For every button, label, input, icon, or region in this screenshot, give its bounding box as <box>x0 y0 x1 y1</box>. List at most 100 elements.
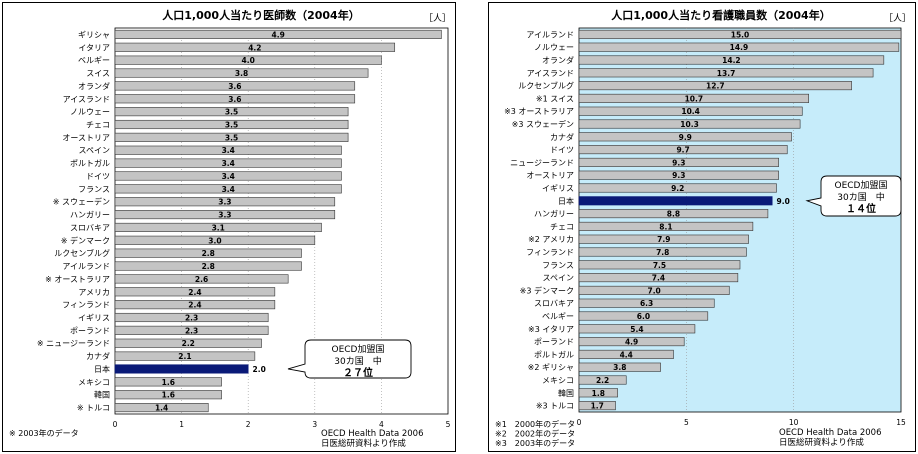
value-label: 12.7 <box>706 82 725 91</box>
value-label: 3.5 <box>225 133 238 142</box>
chart-title: 人口1,000人当たり医師数（2004年） <box>162 8 359 22</box>
bar <box>114 325 269 335</box>
category-label: ドイツ <box>86 172 110 181</box>
category-label: ※ オーストラリア <box>45 275 110 284</box>
value-label: 1.7 <box>591 402 604 411</box>
bar <box>578 183 777 193</box>
value-label: 2.1 <box>178 352 191 361</box>
value-label: 9.7 <box>676 146 689 155</box>
bar-japan <box>578 196 773 206</box>
category-label: ハンガリー <box>534 209 574 219</box>
category-label: 韓国 <box>94 390 110 400</box>
category-label: ※1 スイス <box>536 94 574 103</box>
value-label: 3.8 <box>613 363 626 372</box>
bar <box>578 209 769 219</box>
value-label: 4.0 <box>242 56 255 65</box>
footnote: ※ 2003年のデータ <box>9 428 79 438</box>
bar <box>578 362 661 372</box>
value-label: 4.9 <box>272 30 285 39</box>
value-label: 1.6 <box>162 378 175 387</box>
category-label: ※ スウェーデン <box>53 197 110 207</box>
bar <box>114 210 336 220</box>
category-label: イタリア <box>78 43 110 52</box>
bar <box>114 222 322 232</box>
category-label: フィンランド <box>526 248 574 257</box>
x-tick-label: 0 <box>113 420 118 429</box>
plot-area <box>578 27 902 413</box>
bar <box>114 145 342 155</box>
unit-label: ［人］ <box>884 13 911 24</box>
value-label: 4.2 <box>248 43 261 52</box>
value-label: 3.4 <box>222 159 235 168</box>
category-label: メキシコ <box>78 378 110 387</box>
category-label: ※2 ギリシャ <box>528 363 574 372</box>
bar <box>578 324 696 334</box>
bar <box>114 132 349 142</box>
bar <box>114 235 316 245</box>
category-label: スペイン <box>79 146 110 155</box>
category-label: ギリシャ <box>78 30 110 39</box>
category-label: スロバキア <box>534 299 574 308</box>
bar <box>578 388 618 398</box>
value-label: 4.4 <box>620 350 633 359</box>
x-tick-label: 5 <box>684 418 689 427</box>
value-label: 9.9 <box>679 133 692 142</box>
category-label: ※ トルコ <box>77 404 110 413</box>
value-label: 3.8 <box>235 69 248 78</box>
value-label: 3.4 <box>222 172 235 181</box>
callout-line: 30カ国 中 <box>837 191 884 203</box>
category-label: ※ デンマーク <box>61 235 110 245</box>
category-label: ※3 オーストラリア <box>504 107 574 116</box>
value-label: 3.5 <box>225 108 238 117</box>
x-tick-label: 10 <box>789 418 799 427</box>
bar <box>578 106 803 116</box>
category-label: オランダ <box>78 81 110 91</box>
bar <box>114 300 276 310</box>
value-label: 3.5 <box>225 121 238 130</box>
bar <box>578 375 627 385</box>
bar <box>578 298 715 308</box>
value-label: 9.3 <box>672 158 685 167</box>
category-label: カナダ <box>86 351 110 361</box>
bar <box>114 94 356 104</box>
category-label: ポルトガル <box>534 349 574 359</box>
value-label: 9.2 <box>671 184 684 193</box>
bar <box>578 42 900 52</box>
callout-line: １４位 <box>846 202 876 215</box>
value-label: 2.8 <box>202 262 215 271</box>
value-label: 2.2 <box>596 376 609 385</box>
category-label: ※3 トルコ <box>536 402 574 411</box>
category-label: ※2 アメリカ <box>528 235 574 244</box>
category-label: 日本 <box>94 364 110 374</box>
bar <box>114 184 342 194</box>
bar <box>578 247 747 257</box>
category-label: スロバキア <box>70 223 110 232</box>
category-label: イギリス <box>78 314 110 323</box>
x-tick-label: 3 <box>312 420 317 429</box>
x-tick-label: 1 <box>179 420 184 429</box>
category-label: イギリス <box>542 184 574 193</box>
bar <box>578 170 779 180</box>
category-label: カナダ <box>550 132 574 142</box>
value-label: 7.0 <box>647 286 660 295</box>
value-label: 7.8 <box>656 248 669 257</box>
unit-label: ［人］ <box>424 13 451 24</box>
bar <box>578 234 749 244</box>
value-label: 1.6 <box>162 391 175 400</box>
bar <box>114 377 222 387</box>
value-label: 2.4 <box>188 288 201 297</box>
value-label: 2.3 <box>185 326 198 335</box>
bar <box>578 81 852 91</box>
bar <box>114 119 349 130</box>
bar <box>114 312 269 323</box>
value-label: 7.5 <box>653 261 666 270</box>
source-note: OECD Health Data 2006 <box>779 428 882 438</box>
value-label: 3.3 <box>218 198 231 207</box>
value-label: 14.2 <box>722 56 741 65</box>
category-label: ベルギー <box>542 312 574 321</box>
bar <box>578 221 754 231</box>
value-label: 3.6 <box>228 95 241 104</box>
x-tick-label: 5 <box>446 420 451 429</box>
bar <box>114 81 356 91</box>
value-label: 10.4 <box>681 107 700 116</box>
